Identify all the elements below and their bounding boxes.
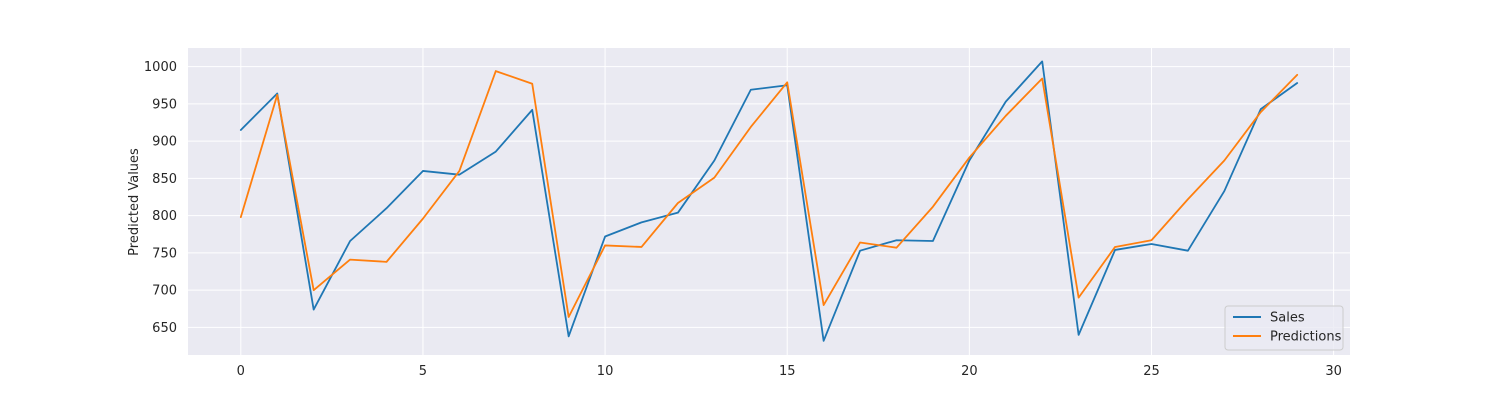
x-tick-label: 20 [961, 364, 978, 379]
y-tick-label: 650 [152, 321, 177, 336]
y-tick-label: 800 [152, 209, 177, 224]
series-line-sales [239, 60, 1299, 342]
y-tick-label: 1000 [144, 60, 177, 75]
x-tick-label: 0 [237, 364, 245, 379]
y-axis-label: Predicted Values [127, 148, 142, 256]
series-lines [239, 60, 1299, 342]
y-tick-label: 900 [152, 135, 177, 150]
y-axis-ticks: 650 700 750 800 850 900 950 1000 [144, 60, 177, 336]
x-tick-label: 5 [419, 364, 427, 379]
x-axis-ticks: 0 5 10 15 20 25 30 [237, 364, 1342, 379]
x-tick-label: 15 [779, 364, 796, 379]
legend: Sales Predictions [1224, 305, 1344, 351]
y-tick-label: 950 [152, 97, 177, 112]
y-tick-label: 850 [152, 172, 177, 187]
x-tick-label: 25 [1143, 364, 1160, 379]
series-line-predictions [239, 70, 1299, 318]
y-tick-label: 750 [152, 246, 177, 261]
plot-background [188, 48, 1350, 355]
x-tick-label: 30 [1325, 364, 1342, 379]
legend-label-predictions: Predictions [1270, 330, 1342, 345]
x-tick-label: 10 [597, 364, 614, 379]
legend-label-sales: Sales [1270, 311, 1305, 326]
y-tick-label: 700 [152, 284, 177, 299]
